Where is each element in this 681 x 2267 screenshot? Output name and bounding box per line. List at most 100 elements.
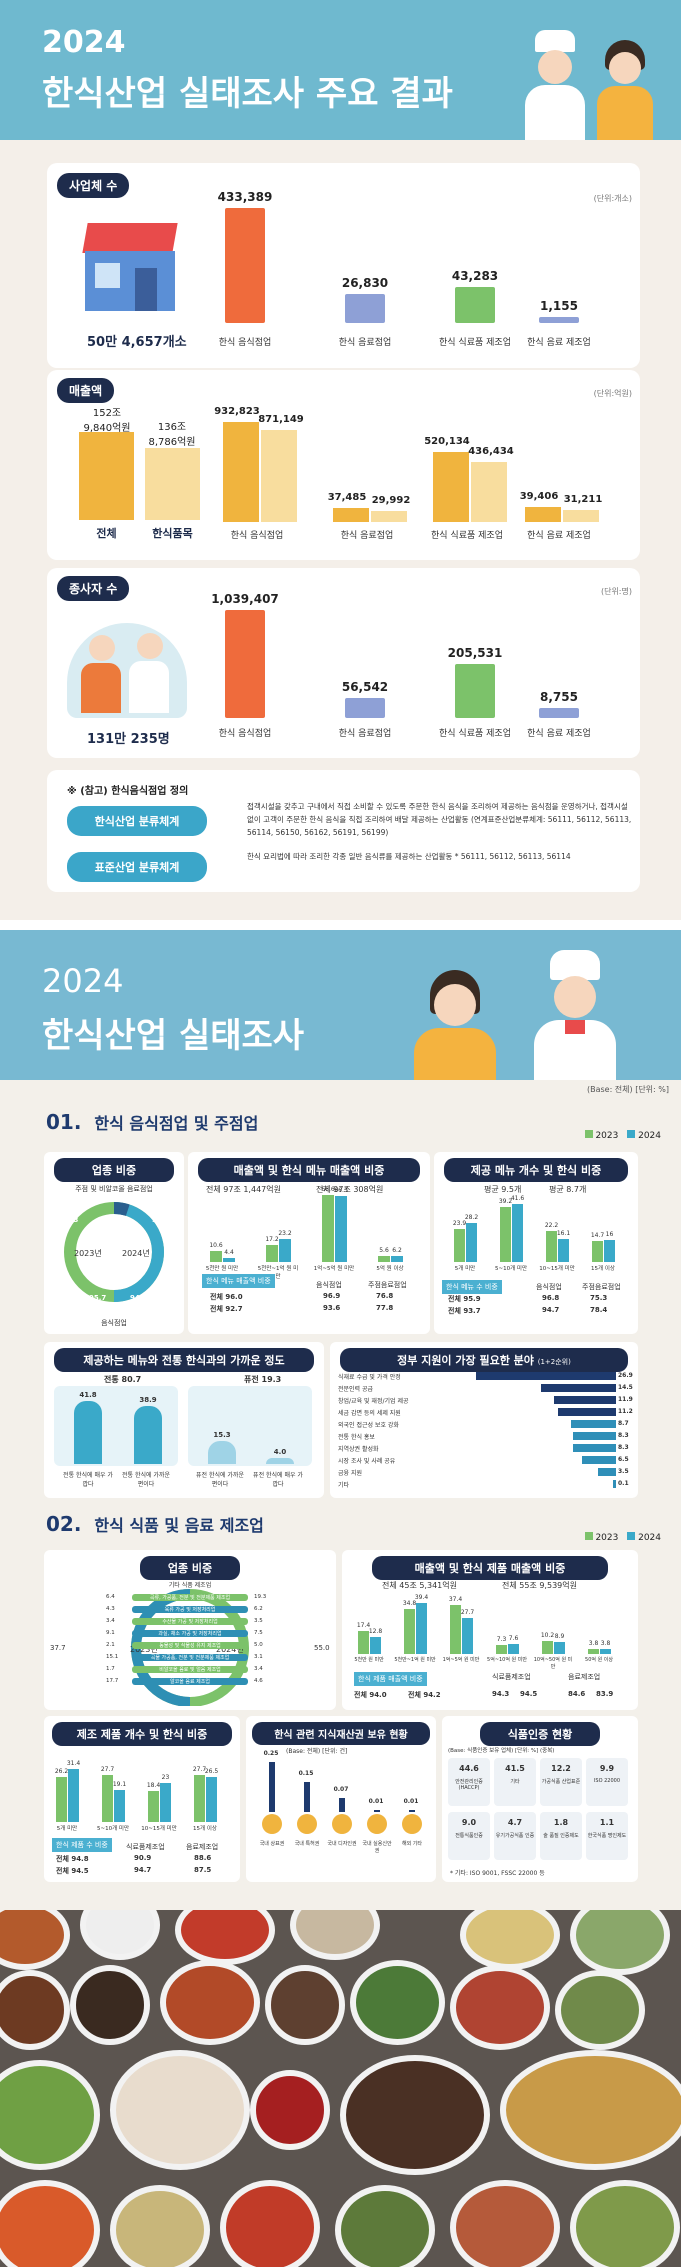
p2-seg-label-7: 알코올 음료 제조업 <box>132 1678 248 1685</box>
p1-menu-chart-av-1: 39.2 <box>498 1198 513 1206</box>
ip-val-1: 0.15 <box>298 1770 314 1777</box>
p1-support-box: 정부 지원이 가장 필요한 분야 (1+2순위) 식재료 수급 및 가격 안정 2… <box>330 1342 638 1498</box>
p2-seg-label-5: 곡물 가공품, 전분 및 전분제품 제조업 <box>132 1654 248 1661</box>
part1-legend: 2023 2024 <box>584 1130 661 1141</box>
p2-sales-chart-av-4: 10.2 <box>540 1631 555 1639</box>
p2-cert-base: (Base: 식품인증 보유 업체) [단위: %] (중복) <box>448 1748 555 1754</box>
p2-products-title: 제조 제품 개수 및 한식 비중 <box>52 1722 232 1746</box>
support-val-9: 0.1 <box>618 1480 629 1487</box>
p1-sales-chart-cat-2: 1억~5억 원 미만 <box>313 1266 355 1272</box>
label-2: 한식 식료품 제조업 <box>439 338 511 348</box>
p1-sales-total-2024: 전체 97조 308억원 <box>316 1185 384 1194</box>
p2-bev-2024: 83.9 <box>596 1690 614 1698</box>
p1-menu-pub-2023: 75.3 <box>590 1294 608 1302</box>
p2-prod-chart-b-2 <box>160 1782 171 1822</box>
p1-sales-chart-cat-3: 5억 원 이상 <box>376 1266 404 1272</box>
ip-label-1: 국내 특허권 <box>294 1841 320 1847</box>
p1-support-title-text: 정부 지원이 가장 필요한 분야 <box>397 1354 534 1367</box>
p2-seg-left-5: 15.1 <box>106 1654 119 1660</box>
businesses-label: 사업체 수 <box>57 173 130 198</box>
p2-prod-2024: 전체 94.2 <box>408 1691 441 1699</box>
p2-share-segments: 곡류, 가공품, 전분 및 전분제품 제조업 6.4 19.3 육류 가공 및 저장처… <box>44 1550 336 1710</box>
p2-seg-label-6: 비알코올 음료 및 얼음 제조업 <box>132 1666 248 1673</box>
p2-sales-chart-av-1: 34.8 <box>402 1599 417 1607</box>
close-val-2: 15.3 <box>213 1431 231 1440</box>
p2-ip-base: (Base: 전체) [단위: 건] <box>286 1748 348 1755</box>
p2-food-2023: 94.3 <box>492 1690 510 1698</box>
p2-prod-chart-b-3 <box>206 1776 217 1822</box>
cert-cell-6 <box>540 1812 582 1860</box>
support-val-6: 8.3 <box>618 1444 629 1451</box>
p2-seg-right-3: 7.5 <box>254 1630 263 1636</box>
p2-prod-chart-cat-0: 5개 미만 <box>56 1826 78 1832</box>
p2-pshare-label: 한식 제품 수 비중 <box>52 1838 112 1852</box>
p1-sales-chart-bv-3: 6.2 <box>392 1246 402 1254</box>
p2-seg-label-1: 육류 가공 및 저장처리업 <box>132 1606 248 1613</box>
workers-unit: (단위:명) <box>600 587 632 596</box>
sales-total-a: 152조 9,840억원 <box>83 408 131 434</box>
ip-medal-0 <box>262 1814 282 1834</box>
p1-sales-chart-av-3: 5.6 <box>379 1247 389 1255</box>
ip-bar-3 <box>374 1810 380 1812</box>
p2-seg-right-7: 4.6 <box>254 1678 263 1684</box>
p1-menu-all-2023: 전체 95.9 <box>448 1295 481 1303</box>
p2-food-2024: 94.5 <box>520 1690 538 1698</box>
ip-val-0: 0.25 <box>263 1750 279 1757</box>
p1-menu-2024: 전체 92.7 <box>210 1305 243 1313</box>
p1-menu-share-label2: 한식 메뉴 수 비중 <box>442 1280 502 1294</box>
value-3: 1,155 <box>540 299 578 313</box>
support-bar-3 <box>557 1408 616 1416</box>
p1-menu-chart-av-3: 14.7 <box>590 1232 605 1240</box>
p1-menu-2023: 전체 96.0 <box>210 1293 243 1301</box>
p2-cert-grid: 44.6 안전관리인증 (HACCP) 41.5 기타 12.2 가공식품 산업표준 9.9… <box>442 1716 638 1882</box>
sales-b-val-1: 29,992 <box>371 495 411 506</box>
p1-share-box: 업종 비중 주점 및 비알코올 음료점업 2023년 2024년 4.3 5.8… <box>44 1152 184 1334</box>
p2-sales-chart-a-4 <box>542 1640 553 1654</box>
workers-total: 131만 235명 <box>87 732 170 747</box>
p1-menu-chart-b-2 <box>558 1239 569 1262</box>
ip-bar-0 <box>269 1762 275 1812</box>
p1-close-c1: 전통 한식에 매우 가깝다 <box>63 1472 113 1488</box>
store-illustration <box>75 223 185 313</box>
cert-cell-0 <box>448 1758 490 1806</box>
support-label-7: 시장 조사 및 사례 공유 <box>338 1458 396 1465</box>
p1-menu-box: 제공 메뉴 개수 및 한식 비중 평균 9.5개 평균 8.7개 23.9 28.… <box>434 1152 638 1334</box>
p2-pfood-label: 식료품제조업 <box>126 1843 165 1851</box>
p1-share-donut <box>64 1202 164 1302</box>
work-val-0: 1,039,407 <box>211 592 279 606</box>
p2-seg-right-0: 19.3 <box>254 1594 267 1600</box>
p2-products-chart: 26.2 31.4 5개 미만 27.7 19.1 5~10개 미만 18.4 23 10~15… <box>44 1716 240 1882</box>
p2-sales-chart-cat-0: 5천만 원 미만 <box>354 1657 384 1663</box>
ip-val-4: 0.01 <box>403 1798 419 1805</box>
label-3: 한식 음료 제조업 <box>527 338 591 348</box>
p1-rest-2024: 93.6 <box>323 1304 341 1312</box>
bar-2 <box>455 286 495 323</box>
p2-seg-label-4: 동물성 및 식물성 유지 제조업 <box>132 1642 248 1649</box>
p2-pbev-label: 음료제조업 <box>186 1843 219 1851</box>
work-bar-0 <box>225 610 265 718</box>
p1-sales-chart-bv-2: 66.3 <box>334 1186 348 1194</box>
part1-heading: 한식 음식점업 및 주점업 <box>94 1114 259 1133</box>
definition-row1-label: 한식산업 분류체계 <box>67 806 207 836</box>
ip-val-2: 0.07 <box>333 1786 349 1793</box>
p2-sales-chart-cat-4: 10억~50억 원 미만 <box>533 1657 573 1670</box>
p1-sales-chart-a-1 <box>266 1244 278 1262</box>
p2-share-y2024: 2024년 <box>216 1645 244 1654</box>
support-bar-7 <box>582 1456 616 1464</box>
p2-prod-chart-a-2 <box>148 1790 159 1822</box>
p2-pbev-2024: 87.5 <box>194 1866 212 1874</box>
p1-sales-chart-av-0: 10.6 <box>209 1242 223 1250</box>
p2-sales-total-2024: 전체 55조 9,539억원 <box>502 1581 577 1590</box>
p1-menu-chart-cat-0: 5개 미만 <box>454 1266 476 1272</box>
p2-prod-chart-av-0: 26.2 <box>54 1768 69 1776</box>
p1-rest-label: 음식점업 <box>316 1281 342 1289</box>
p2-sales-box: 매출액 및 한식 제품 매출액 비중 전체 45조 5,341억원 전체 55조… <box>342 1550 638 1710</box>
p1-share-a-in: 4.3 <box>66 1216 79 1224</box>
support-bar-8 <box>597 1468 616 1476</box>
p2-prod-chart-av-2: 18.4 <box>146 1781 161 1789</box>
ip-bar-1 <box>304 1782 310 1812</box>
p2-seg-right-2: 3.5 <box>254 1618 263 1624</box>
sales-total-a-bar <box>79 432 134 520</box>
hansik-photo <box>0 1910 681 2267</box>
p1-support-title: 정부 지원이 가장 필요한 분야 (1+2순위) <box>340 1348 628 1372</box>
